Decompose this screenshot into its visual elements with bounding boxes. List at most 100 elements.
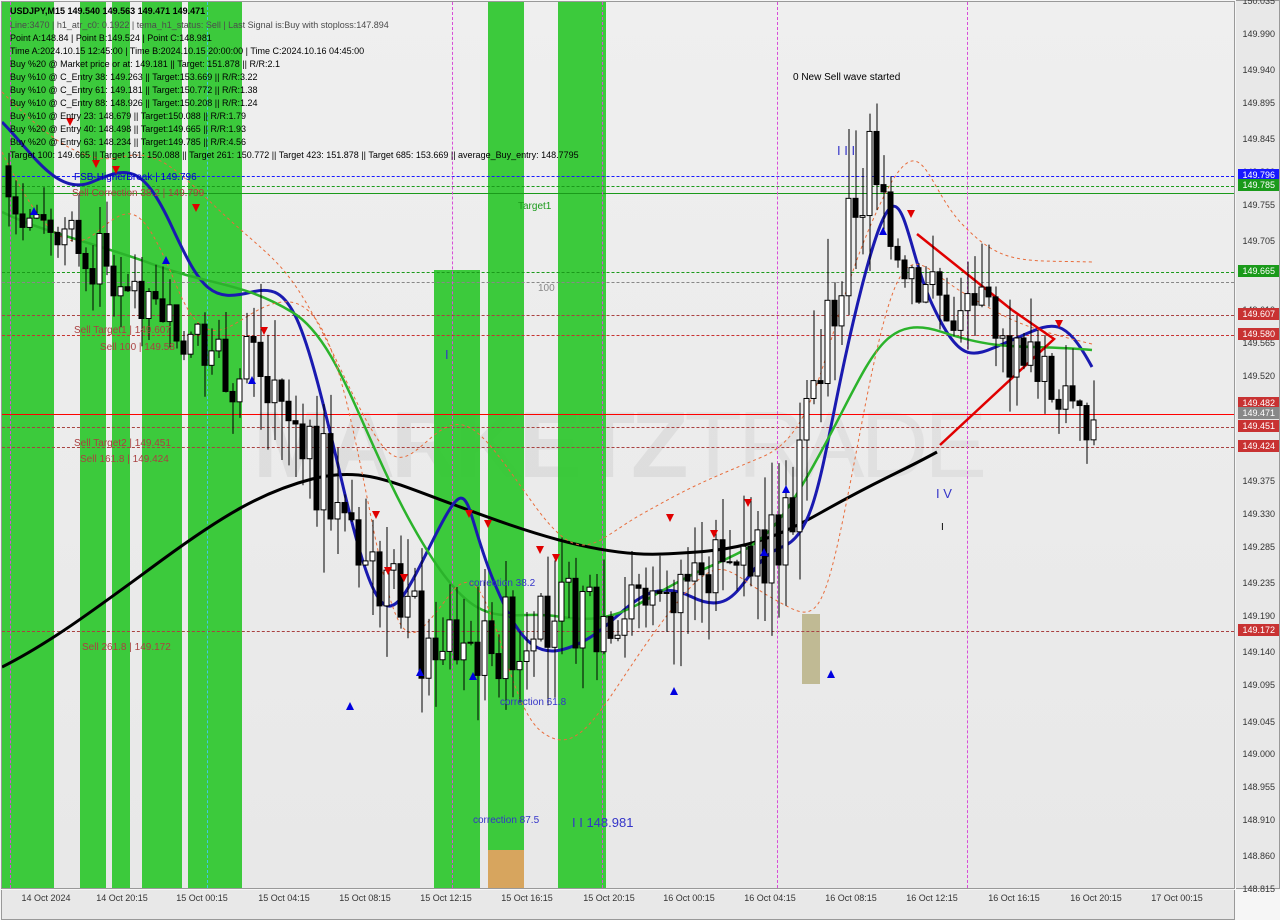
chart-label: Sell Target1 | 149.607 bbox=[74, 325, 171, 336]
x-tick: 16 Oct 20:15 bbox=[1070, 893, 1122, 903]
arrow-down-icon bbox=[744, 499, 752, 507]
chart-label: correction 61.8 bbox=[500, 697, 566, 708]
info-row: Target 100: 149.665 || Target 161: 150.0… bbox=[10, 150, 579, 160]
y-tick: 148.860 bbox=[1242, 851, 1275, 861]
v-line bbox=[602, 2, 603, 888]
arrow-down-icon bbox=[260, 327, 268, 335]
arrow-up-icon bbox=[416, 668, 424, 676]
price-tag: 149.424 bbox=[1238, 440, 1279, 452]
arrow-up-icon bbox=[162, 256, 170, 264]
x-tick: 16 Oct 16:15 bbox=[988, 893, 1040, 903]
y-tick: 149.755 bbox=[1242, 200, 1275, 210]
y-tick: 149.940 bbox=[1242, 65, 1275, 75]
v-line bbox=[207, 2, 208, 888]
h-line bbox=[2, 427, 1234, 428]
info-row: Time A:2024.10.15 12:45:00 | Time B:2024… bbox=[10, 46, 364, 56]
arrow-up-icon bbox=[670, 687, 678, 695]
v-line bbox=[967, 2, 968, 888]
arrow-down-icon bbox=[1055, 320, 1063, 328]
arrow-up-icon bbox=[760, 548, 768, 556]
x-tick: 14 Oct 20:15 bbox=[96, 893, 148, 903]
green-zone bbox=[488, 2, 524, 889]
chart-label: I bbox=[941, 522, 944, 533]
chart-label: Sell 261.8 | 149.172 bbox=[82, 642, 171, 653]
price-tag: 149.580 bbox=[1238, 328, 1279, 340]
arrow-up-icon bbox=[30, 207, 38, 215]
y-tick: 149.285 bbox=[1242, 542, 1275, 552]
chart-label: correction 38.2 bbox=[469, 578, 535, 589]
chart-label: 0 New Sell wave started bbox=[793, 72, 900, 83]
orange-zone bbox=[488, 850, 524, 889]
x-tick: 16 Oct 00:15 bbox=[663, 893, 715, 903]
v-line bbox=[10, 2, 11, 888]
arrow-up-icon bbox=[469, 672, 477, 680]
y-tick: 148.910 bbox=[1242, 815, 1275, 825]
y-tick: 150.035 bbox=[1242, 0, 1275, 6]
chart-label: FSB-HigherBreak | 149.796 bbox=[74, 172, 197, 183]
beige-zone bbox=[802, 614, 820, 684]
x-tick: 15 Oct 08:15 bbox=[339, 893, 391, 903]
y-tick: 149.375 bbox=[1242, 476, 1275, 486]
y-tick: 149.845 bbox=[1242, 134, 1275, 144]
arrow-down-icon bbox=[192, 204, 200, 212]
h-line bbox=[2, 447, 1234, 448]
info-row: Buy %20 @ Entry 63: 148.234 || Target:14… bbox=[10, 137, 246, 147]
y-tick: 149.235 bbox=[1242, 578, 1275, 588]
h-line bbox=[2, 186, 1234, 187]
price-tag: 149.785 bbox=[1238, 179, 1279, 191]
x-tick: 16 Oct 04:15 bbox=[744, 893, 796, 903]
arrow-up-icon bbox=[782, 485, 790, 493]
info-row: Line:3470 | h1_atr_c0: 0.1922 | tema_h1_… bbox=[10, 20, 389, 30]
chart-label: correction 87.5 bbox=[473, 815, 539, 826]
v-line bbox=[777, 2, 778, 888]
green-zone bbox=[558, 2, 606, 889]
watermark: MARKETZTRADE bbox=[253, 391, 983, 499]
arrow-up-icon bbox=[248, 376, 256, 384]
x-tick: 15 Oct 12:15 bbox=[420, 893, 472, 903]
x-tick: 15 Oct 16:15 bbox=[501, 893, 553, 903]
chart-label: I I 148.981 bbox=[572, 815, 633, 830]
arrow-down-icon bbox=[666, 514, 674, 522]
arrow-down-icon bbox=[907, 210, 915, 218]
x-tick: 15 Oct 04:15 bbox=[258, 893, 310, 903]
x-tick: 14 Oct 2024 bbox=[21, 893, 70, 903]
y-tick: 149.520 bbox=[1242, 371, 1275, 381]
y-tick: 149.095 bbox=[1242, 680, 1275, 690]
chart-label: I V bbox=[936, 486, 952, 501]
price-tag: 149.451 bbox=[1238, 420, 1279, 432]
x-tick: 15 Oct 00:15 bbox=[176, 893, 228, 903]
arrow-up-icon bbox=[879, 227, 887, 235]
arrow-down-icon bbox=[372, 511, 380, 519]
info-row: Point A:148.84 | Point B:149.524 | Point… bbox=[10, 33, 212, 43]
y-tick: 149.140 bbox=[1242, 647, 1275, 657]
chart-label: I I I bbox=[837, 143, 855, 158]
arrow-up-icon bbox=[827, 670, 835, 678]
x-axis: 14 Oct 2024 14 Oct 20:15 15 Oct 00:15 15 Oc… bbox=[1, 890, 1235, 920]
h-line bbox=[2, 272, 1234, 273]
info-row: Buy %10 @ C_Entry 88: 148.926 || Target:… bbox=[10, 98, 257, 108]
y-tick: 149.045 bbox=[1242, 717, 1275, 727]
x-tick: 16 Oct 12:15 bbox=[906, 893, 958, 903]
price-tag: 149.665 bbox=[1238, 265, 1279, 277]
chart-label: Target1 bbox=[518, 201, 551, 212]
chart-label: Sell Correction 38.2 | 149.799 bbox=[72, 188, 204, 199]
y-axis: 150.035149.990149.940149.895149.845149.8… bbox=[1236, 0, 1280, 889]
y-tick: 149.705 bbox=[1242, 236, 1275, 246]
info-row: Buy %10 @ C_Entry 38: 149.263 || Target:… bbox=[10, 72, 257, 82]
x-tick: 15 Oct 20:15 bbox=[583, 893, 635, 903]
arrow-down-icon bbox=[400, 574, 408, 582]
arrow-down-icon bbox=[552, 554, 560, 562]
y-tick: 149.190 bbox=[1242, 611, 1275, 621]
price-tag: 149.607 bbox=[1238, 308, 1279, 320]
x-tick: 17 Oct 00:15 bbox=[1151, 893, 1203, 903]
chart-label: I bbox=[445, 347, 449, 362]
y-tick: 149.895 bbox=[1242, 98, 1275, 108]
symbol-header: USDJPY,M15 149.540 149.563 149.471 149.4… bbox=[10, 6, 205, 16]
y-tick: 149.990 bbox=[1242, 29, 1275, 39]
h-line bbox=[2, 335, 1234, 336]
x-tick: 16 Oct 08:15 bbox=[825, 893, 877, 903]
chart-container: MARKETZTRADE FSB-HigherBreak | 149.796 Se… bbox=[0, 0, 1280, 920]
price-tag: 149.471 bbox=[1238, 407, 1279, 419]
info-row: Buy %10 @ Entry 23: 148.679 || Target:15… bbox=[10, 111, 246, 121]
chart-plot-area[interactable]: MARKETZTRADE FSB-HigherBreak | 149.796 Se… bbox=[1, 1, 1235, 889]
